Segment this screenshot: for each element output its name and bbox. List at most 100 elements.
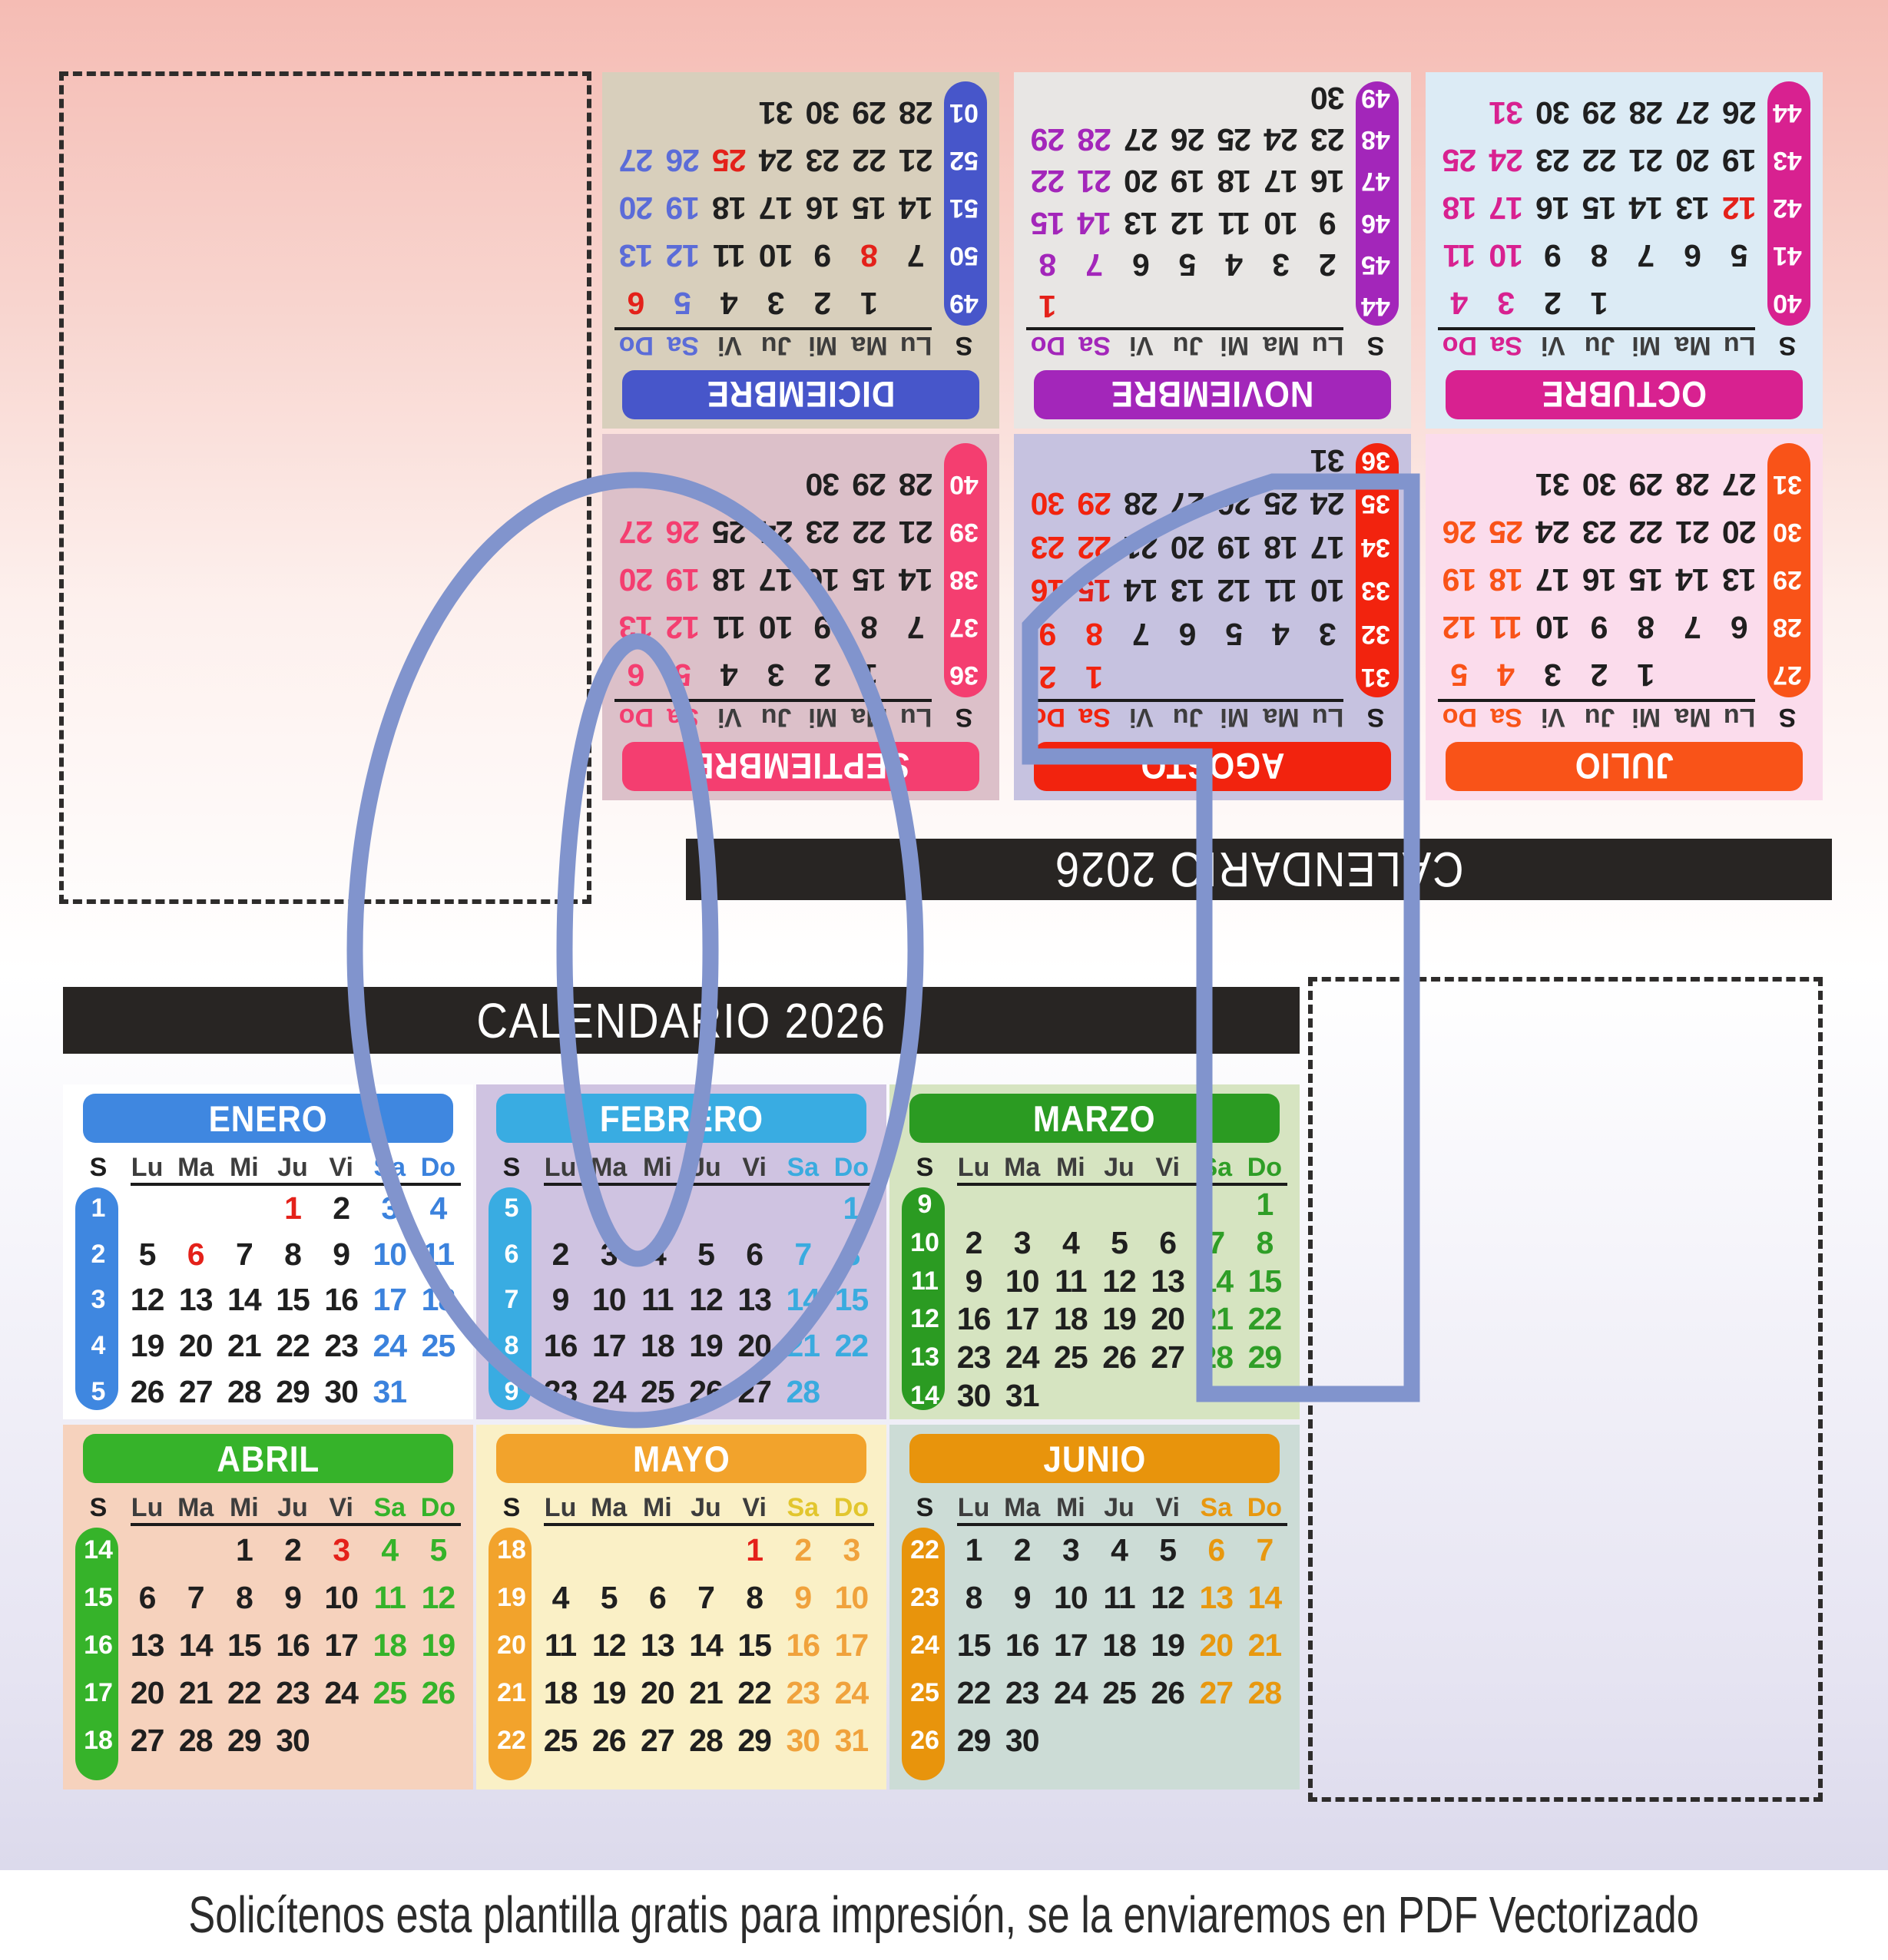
day-cell: 4 [1111, 1531, 1128, 1568]
day-cell: 9 [1039, 616, 1057, 652]
day-header-ma: Ma [1263, 703, 1300, 733]
week-number: 10 [910, 1228, 939, 1258]
day-cell: 21 [899, 515, 933, 551]
day-cell: 13 [178, 1282, 214, 1318]
day-cell: 22 [1247, 1301, 1283, 1337]
day-cell: 20 [1151, 1301, 1185, 1337]
day-cell: 7 [907, 238, 925, 274]
day-cell: 31 [1005, 1377, 1040, 1413]
day-header-mi: Mi [1220, 703, 1250, 733]
day-header-vi: Vi [1129, 331, 1154, 361]
week-number: 45 [1361, 250, 1390, 280]
day-cell: 27 [1125, 122, 1158, 158]
week-number: 50 [949, 241, 979, 271]
month-title: NOVIEMBRE [1034, 370, 1391, 419]
day-cell: 11 [714, 610, 746, 646]
day-cell: 16 [956, 1301, 992, 1337]
day-cell: 22 [1078, 529, 1111, 565]
day-header-ma: Ma [177, 1152, 214, 1182]
week-number: 47 [1361, 167, 1390, 197]
day-cell: 1 [1591, 286, 1608, 322]
day-cell: 8 [284, 1236, 302, 1272]
day-header-mi: Mi [229, 1152, 259, 1182]
day-cell: 10 [1536, 610, 1570, 646]
day-cell: 13 [1722, 562, 1757, 598]
day-cell: 3 [600, 1236, 618, 1272]
day-cell: 11 [1490, 610, 1522, 646]
day-header-underline [544, 1183, 874, 1186]
day-header-vi: Vi [329, 1152, 353, 1182]
day-header-vi: Vi [717, 331, 742, 361]
day-cell: 19 [1217, 529, 1252, 565]
day-cell: 17 [1264, 164, 1298, 200]
day-cell: 30 [1536, 95, 1570, 131]
day-cell: 26 [591, 1722, 627, 1758]
day-cell: 10 [324, 1579, 359, 1615]
day-cell: 20 [1722, 515, 1757, 551]
week-number: 2 [91, 1239, 106, 1269]
day-cell: 28 [1676, 467, 1710, 503]
day-header-lu: Lu [1723, 331, 1756, 361]
day-cell: 13 [619, 610, 654, 646]
day-header-vi: Vi [1155, 1152, 1180, 1182]
day-header-sa: Sa [667, 703, 699, 733]
day-header-do: Do [1442, 331, 1478, 361]
day-cell: 29 [1247, 1339, 1283, 1376]
day-cell: 12 [1722, 190, 1757, 227]
day-cell: 31 [1489, 95, 1523, 131]
day-header-ma: Ma [1263, 331, 1300, 361]
month-panel-julio: JULIO S Lu Ma Mi Ju Vi Sa Do 27 28 29 30 31 1 2 3 4 5 6 7 8 9 1… [1426, 434, 1823, 800]
week-number: 9 [504, 1376, 519, 1406]
month-grid: S Lu Ma Mi Ju Vi Sa Do 27 28 29 30 31 1 2 3 4 5 6 7 8 9 10 11 12… [1426, 434, 1823, 742]
week-number: 42 [1773, 194, 1802, 223]
day-cell: 14 [689, 1627, 724, 1663]
week-number: 32 [1361, 619, 1390, 649]
day-cell: 30 [1005, 1722, 1040, 1758]
day-cell: 24 [1310, 486, 1345, 522]
month-title: SEPTIEMBRE [622, 742, 979, 791]
day-cell: 9 [1544, 238, 1562, 274]
week-number: 51 [949, 194, 979, 223]
day-cell: 4 [1062, 1225, 1080, 1261]
day-cell: 9 [794, 1579, 812, 1615]
day-cell: 1 [861, 657, 878, 694]
day-cell: 15 [853, 562, 886, 598]
day-cell: 10 [1489, 238, 1523, 274]
month-panel-octubre: OCTUBRE S Lu Ma Mi Ju Vi Sa Do 40 41 42 43 44 1 2 3 4 5 6 7 8… [1426, 72, 1823, 429]
day-header-ju: Ju [760, 703, 792, 733]
day-cell: 2 [333, 1190, 350, 1227]
day-cell: 17 [1005, 1301, 1040, 1337]
day-header-lu: Lu [899, 703, 932, 733]
day-cell: 29 [1582, 95, 1617, 131]
day-cell: 11 [1443, 238, 1476, 274]
month-title: DICIEMBRE [622, 370, 979, 419]
week-number: 49 [949, 289, 979, 319]
day-cell: 5 [1179, 247, 1197, 283]
day-cell: 7 [1256, 1531, 1274, 1568]
day-cell: 25 [713, 515, 747, 551]
day-cell: 2 [794, 1531, 812, 1568]
day-cell: 25 [1102, 1674, 1137, 1710]
day-header-mi: Mi [642, 1152, 672, 1182]
day-cell: 11 [714, 238, 746, 274]
day-cell: 26 [421, 1674, 456, 1710]
day-cell: 13 [619, 238, 654, 274]
day-cell: 15 [1582, 190, 1617, 227]
day-cell: 8 [965, 1579, 983, 1615]
day-cell: 20 [130, 1674, 165, 1710]
day-cell: 4 [1273, 616, 1290, 652]
day-header-sa: Sa [1200, 1492, 1233, 1522]
day-cell: 13 [1199, 1579, 1234, 1615]
day-header-vi: Vi [1129, 703, 1154, 733]
day-cell: 17 [1054, 1627, 1088, 1663]
day-cell: 21 [1676, 515, 1710, 551]
day-cell: 27 [1151, 1339, 1185, 1376]
day-cell: 12 [689, 1282, 724, 1318]
day-cell: 22 [956, 1674, 992, 1710]
day-cell: 18 [1217, 164, 1252, 200]
day-header-sa: Sa [373, 1152, 406, 1182]
day-header-ma: Ma [1674, 331, 1711, 361]
day-cell: 6 [1684, 238, 1701, 274]
day-cell: 2 [551, 1236, 570, 1272]
day-cell: 17 [1489, 190, 1523, 227]
